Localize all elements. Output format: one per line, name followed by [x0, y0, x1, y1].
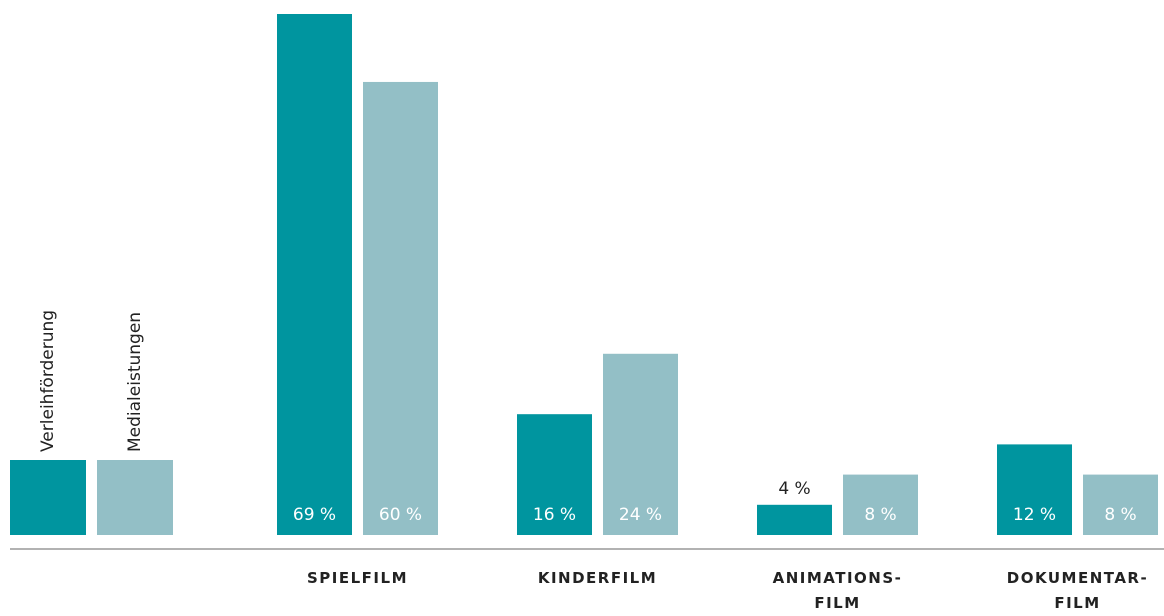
- bar: [757, 505, 832, 535]
- value-label: 12 %: [1013, 505, 1056, 525]
- value-label: 24 %: [619, 505, 662, 525]
- value-label: 8 %: [864, 505, 896, 525]
- legend-swatch: [10, 460, 86, 535]
- category-label: SPIELFILM: [238, 566, 478, 591]
- legend-label: Medialeistungen: [125, 312, 145, 452]
- bar: [363, 82, 438, 535]
- value-label: 16 %: [533, 505, 576, 525]
- legend-label: Verleihförderung: [38, 310, 58, 452]
- value-label: 4 %: [778, 479, 810, 499]
- category-label: KINDERFILM: [478, 566, 718, 591]
- value-label: 69 %: [293, 505, 336, 525]
- legend-swatch: [97, 460, 173, 535]
- value-label: 8 %: [1104, 505, 1136, 525]
- category-label: ANIMATIONS- FILM: [718, 566, 958, 616]
- bar: [277, 14, 352, 535]
- category-label: DOKUMENTAR- FILM: [958, 566, 1164, 616]
- value-label: 60 %: [379, 505, 422, 525]
